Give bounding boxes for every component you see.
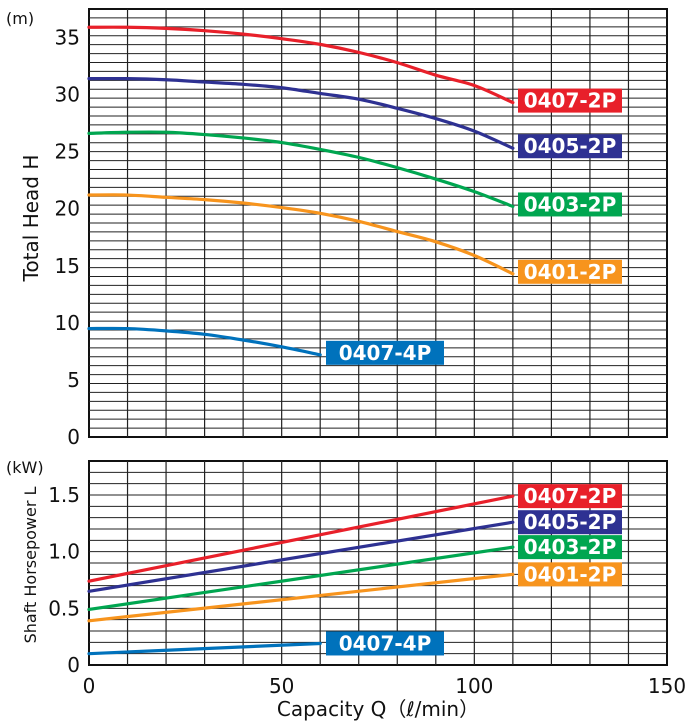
series-label-text: 0403-2P: [524, 192, 617, 216]
series-label-background: [518, 259, 622, 284]
head-series-label-0405-2P: 0405-2P: [518, 134, 622, 159]
head-y-axis-title: Total Head H: [19, 155, 43, 283]
head-y-tick-label: 20: [55, 197, 80, 221]
head-curve-0407-4P: [87, 326, 322, 357]
series-label-text: 0401-2P: [524, 260, 617, 284]
power-y-tick-label: 0.5: [48, 596, 80, 620]
head-y-tick-label: 35: [55, 26, 80, 50]
series-label-background: [326, 631, 444, 656]
head-curve-0403-2P: [87, 130, 515, 209]
head-series-label-0407-2P: 0407-2P: [518, 88, 622, 113]
power-curves: [87, 494, 515, 656]
power-series-label-0405-2P: 0405-2P: [518, 510, 622, 535]
head-y-tick-label: 10: [55, 311, 80, 335]
series-label-background: [518, 134, 622, 159]
series-label-background: [518, 88, 622, 113]
power-curve-0403-2P: [87, 545, 515, 612]
series-label-background: [518, 510, 622, 535]
series-label-text: 0405-2P: [524, 134, 617, 158]
head-grid: [88, 8, 668, 438]
series-label-background: [518, 562, 622, 587]
head-y-tick-label: 5: [67, 368, 80, 392]
head-y-tick-label: 25: [55, 140, 80, 164]
series-label-text: 0401-2P: [524, 562, 617, 586]
series-label-background: [326, 340, 444, 365]
series-label-text: 0407-4P: [339, 631, 432, 655]
head-series-label-0401-2P: 0401-2P: [518, 259, 622, 284]
head-unit-label: (m): [6, 9, 34, 28]
head-y-tick-label: 15: [55, 254, 80, 278]
power-series-label-0401-2P: 0401-2P: [518, 562, 622, 587]
head-panel: 0407-2P 0405-2P 0403-2P 0401-2P 0407-4P 0 5 10…: [6, 8, 668, 449]
power-y-tick-label: 0: [67, 653, 80, 677]
power-y-tick-labels: 0 0.5 1.0 1.5: [48, 483, 80, 677]
series-label-text: 0407-4P: [339, 341, 432, 365]
head-curve-0401-2P: [87, 193, 515, 276]
series-label-text: 0403-2P: [524, 535, 617, 559]
head-series-label-0407-4P: 0407-4P: [326, 340, 444, 365]
head-curve-0407-2P: [87, 25, 515, 105]
x-tick-label: 100: [455, 674, 493, 698]
x-tick-label: 50: [269, 674, 294, 698]
power-curve-0401-2P: [87, 572, 515, 623]
power-curve-0407-4P: [87, 641, 322, 656]
head-series-label-0403-2P: 0403-2P: [518, 192, 622, 217]
x-tick-label: 0: [83, 674, 96, 698]
series-label-text: 0405-2P: [524, 510, 617, 534]
power-y-tick-label: 1.5: [48, 483, 80, 507]
power-curve-0405-2P: [87, 520, 515, 593]
head-y-tick-label: 0: [67, 425, 80, 449]
head-curve-0405-2P: [87, 76, 515, 150]
power-y-axis-title: Shaft Horsepower L: [21, 486, 40, 643]
x-axis-title: Capacity Q（ℓ/min）: [277, 697, 479, 721]
series-label-text: 0407-2P: [524, 484, 617, 508]
power-series-label-0407-4P: 0407-4P: [326, 631, 444, 656]
x-tick-labels: 0 50 100 150: [83, 674, 685, 698]
power-curve-0407-2P: [87, 494, 515, 583]
series-label-text: 0407-2P: [524, 89, 617, 113]
x-tick-label: 150: [648, 674, 685, 698]
head-series-labels: 0407-2P 0405-2P 0403-2P 0401-2P 0407-4P: [326, 88, 622, 365]
series-label-background: [518, 192, 622, 217]
head-curves: [87, 25, 515, 357]
head-y-tick-label: 30: [55, 83, 80, 107]
power-y-tick-label: 1.0: [48, 540, 80, 564]
power-series-label-0407-2P: 0407-2P: [518, 484, 622, 509]
series-label-background: [518, 535, 622, 560]
power-series-label-0403-2P: 0403-2P: [518, 535, 622, 560]
power-unit-label: (kW): [6, 458, 44, 477]
head-y-tick-labels: 0 5 10 15 20 25 30 35: [55, 26, 80, 449]
series-label-background: [518, 484, 622, 509]
